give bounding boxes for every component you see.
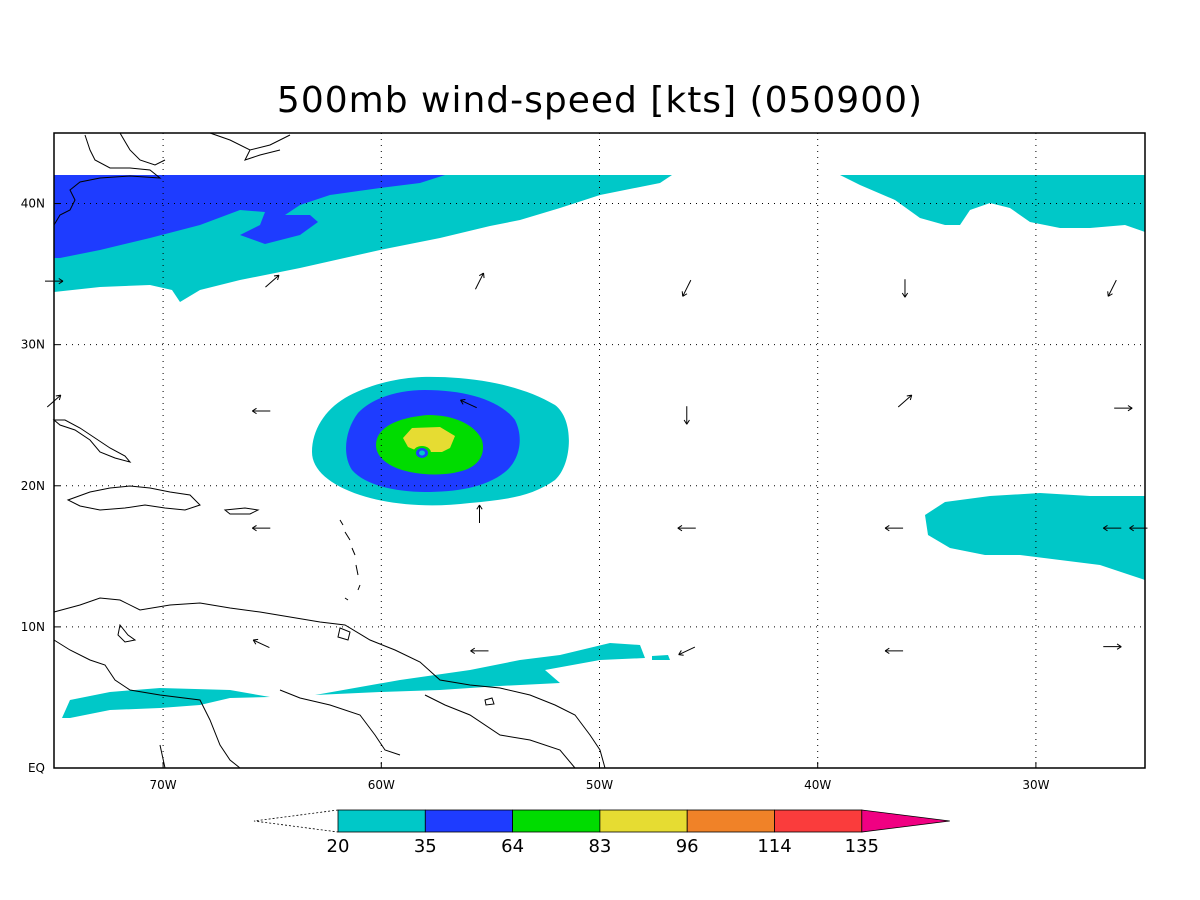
latitude-labels: EQ 10N 20N 30N 40N [21,197,60,775]
colorbar-box [337,809,426,833]
wind-vector-arrow [474,272,485,290]
wind-vector-arrow [252,638,270,649]
fill-20-east-tropical [925,493,1145,580]
coast-hispaniola [66,485,201,511]
wind-vector-arrow [476,504,483,523]
lat-tick-label: 40N [21,197,45,211]
wind-vector-arrow [265,274,280,288]
fill-20-south-band-3 [652,655,670,660]
wind-vector-arrow [1103,525,1122,532]
coast-south-america [53,597,606,769]
wind-vector-arrow [45,278,64,285]
fill-35-jet-nw [54,175,445,258]
lat-tick-label: 20N [21,479,45,493]
coast-cuba [52,419,132,463]
colorbar-labels: 20 35 64 83 96 114 135 [327,836,879,857]
colorbar-label: 135 [845,836,879,857]
lon-tick-label: 40W [804,778,831,792]
coast-lake-suriname [484,697,495,706]
colorbar-box [599,809,688,833]
wind-speed-fills [54,175,1145,718]
wind-vector-arrow [884,525,904,532]
map-title: 500mb wind-speed [kts] (050900) [276,80,924,121]
fill-20-south-band-2 [315,643,645,695]
coast-north-america [53,132,291,226]
wind-vector-arrow [460,399,477,409]
colorbar-box [512,809,601,833]
colorbar-low-triangle [253,809,339,833]
wind-vector-arrow [1103,643,1122,650]
lon-tick-label: 60W [368,778,395,792]
wind-vector-arrow [46,394,62,408]
wind-vector-arrow [1107,279,1117,297]
colorbar-box [686,809,775,833]
fill-83-cyclone [403,427,455,452]
wind-vector-arrow [1114,405,1133,412]
fill-20-ne [840,175,1145,232]
wind-vector-arrow [897,394,913,408]
wind-vector-arrow [678,646,696,656]
wind-vector-arrow [901,279,909,298]
wind-vector-arrow [252,525,271,532]
longitude-labels: 70W 60W 50W 40W 30W [150,762,1050,792]
lat-tick-label: 10N [21,620,45,634]
colorbar-label: 64 [501,836,524,857]
colorbar-label: 96 [676,836,699,857]
wind-vectors [45,272,1148,656]
colorbar-high-triangle [861,809,950,833]
wind-vector-arrow [683,406,690,425]
wind-vector-arrow [677,525,696,532]
coastlines [52,132,606,769]
fill-20-south-band [62,688,270,718]
wind-vector-arrow [681,279,692,297]
lat-tick-label: 30N [21,338,45,352]
fill-20-eye [419,450,425,456]
lon-tick-label: 50W [586,778,613,792]
lon-tick-label: 30W [1022,778,1049,792]
colorbar-label: 83 [588,836,611,857]
coast-puerto-rico [223,507,260,515]
colorbar-label: 35 [414,836,437,857]
colorbar-boxes [337,809,950,833]
colorbar: 20 35 64 83 96 114 135 [253,809,950,857]
coast-trinidad [337,627,351,641]
wind-vector-arrow [470,647,489,654]
wind-vector-arrow [884,647,904,654]
wind-vector-arrow [1129,525,1148,532]
coast-lesser-antilles [339,519,361,601]
coast-lake-maracaibo [117,623,137,643]
lat-tick-label: EQ [28,761,45,775]
lon-tick-label: 70W [150,778,177,792]
colorbar-box [774,809,863,833]
colorbar-label: 20 [327,836,350,857]
colorbar-box [424,809,513,833]
colorbar-label: 114 [757,836,791,857]
wind-vector-arrow [252,407,271,415]
